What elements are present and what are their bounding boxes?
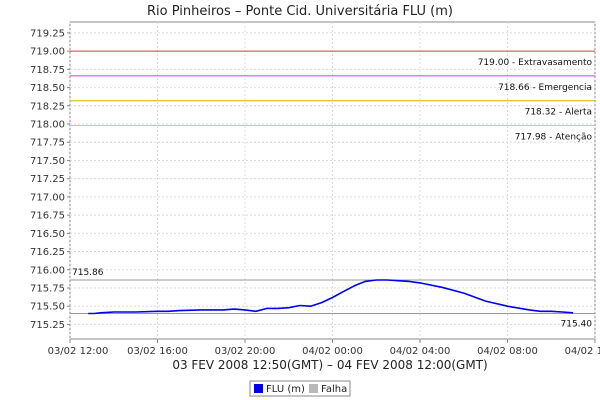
- x-tick-label: 04/02 04:00: [390, 346, 451, 357]
- legend-swatch: [254, 384, 263, 393]
- y-tick-label: 719.25: [30, 28, 65, 39]
- y-tick-label: 719.00: [30, 47, 65, 58]
- series-line-flu: [88, 279, 574, 315]
- y-tick-label: 716.75: [30, 211, 65, 222]
- x-tick-label: 04/02 12:00: [565, 346, 600, 357]
- series: [88, 279, 574, 315]
- y-tick-label: 718.00: [30, 120, 65, 131]
- y-tick-label: 718.50: [30, 83, 65, 94]
- y-tick-label: 717.25: [30, 174, 65, 185]
- threshold-label: 718.32 - Alerta: [525, 108, 592, 118]
- y-tick-label: 717.50: [30, 156, 65, 167]
- marker-label: 715.86: [72, 268, 104, 278]
- legend-label: Falha: [321, 384, 347, 395]
- grid: [69, 22, 596, 339]
- y-axis: 715.25 715.50 715.75 716.00 716.25 716.50 716.…: [30, 28, 70, 331]
- legend-box: [249, 380, 351, 397]
- x-tick-label: 03/02 12:00: [48, 346, 109, 357]
- y-tick-label: 715.25: [30, 320, 65, 331]
- x-tick-label: 04/02 08:00: [477, 346, 538, 357]
- chart-title: Rio Pinheiros – Ponte Cid. Universitária…: [147, 4, 453, 19]
- x-tick-label: 03/02 16:00: [127, 346, 188, 357]
- threshold-label: 717.98 - Atenção: [515, 132, 593, 142]
- y-tick-label: 715.50: [30, 302, 65, 313]
- legend-swatch: [309, 384, 318, 393]
- x-tick-label: 04/02 00:00: [302, 346, 363, 357]
- threshold-lines: 719.00 - Extravasamento 718.66 - Emergenc…: [70, 50, 595, 142]
- y-tick-label: 716.25: [30, 247, 65, 258]
- y-tick-label: 717.75: [30, 138, 65, 149]
- legend: FLU (m) Falha: [249, 380, 351, 397]
- y-tick-label: 718.75: [30, 65, 65, 76]
- marker-label: 715.40: [561, 319, 593, 329]
- legend-label: FLU (m): [266, 384, 305, 395]
- y-tick-label: 715.75: [30, 283, 65, 294]
- threshold-label: 718.66 - Emergencia: [498, 83, 592, 93]
- x-tick-label: 03/02 20:00: [215, 346, 276, 357]
- threshold-label: 719.00 - Extravasamento: [478, 58, 593, 68]
- y-tick-label: 716.50: [30, 229, 65, 240]
- y-tick-label: 718.25: [30, 101, 65, 112]
- x-axis: 03/02 12:00 03/02 16:00 03/02 20:00 04/02 0…: [48, 339, 600, 357]
- x-axis-label: 03 FEV 2008 12:50(GMT) – 04 FEV 2008 12:…: [172, 358, 487, 372]
- y-tick-label: 717.00: [30, 192, 65, 203]
- y-tick-label: 716.00: [30, 265, 65, 276]
- marker-lines: 715.86 715.40: [70, 268, 595, 329]
